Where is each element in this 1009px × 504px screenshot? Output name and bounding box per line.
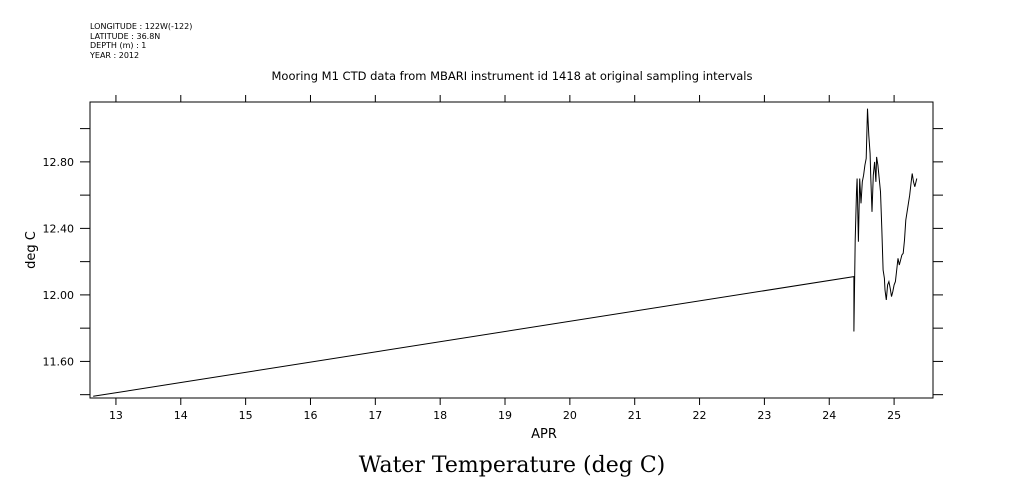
x-tick-label: 18 — [433, 409, 447, 422]
longitude-label: LONGITUDE : 122W(-122) — [90, 22, 193, 31]
figure-title: Water Temperature (deg C) — [358, 453, 666, 478]
y-tick-label: 12.00 — [43, 289, 75, 302]
temperature-series-line — [93, 108, 918, 397]
x-tick-label: 19 — [498, 409, 512, 422]
x-axis-label: APR — [531, 427, 557, 442]
y-tick-label: 11.60 — [43, 355, 75, 368]
metadata-block: LONGITUDE : 122W(-122) LATITUDE : 36.8N … — [90, 22, 192, 60]
latitude-label: LATITUDE : 36.8N — [90, 31, 161, 41]
depth-label: DEPTH (m) : 1 — [90, 41, 147, 50]
year-label: YEAR : 2012 — [90, 50, 140, 60]
x-axis-ticks: 13 14 15 16 17 18 19 20 21 22 23 24 25 — [109, 95, 901, 422]
x-tick-label: 13 — [109, 409, 123, 422]
x-tick-label: 25 — [887, 409, 901, 422]
x-tick-label: 23 — [757, 409, 771, 422]
plot-frame — [89, 101, 934, 399]
y-tick-label: 12.40 — [43, 222, 75, 235]
y-tick-label: 12.80 — [43, 156, 75, 169]
x-tick-label: 24 — [822, 409, 836, 422]
y-axis-label: deg C — [24, 231, 39, 269]
x-tick-label: 17 — [368, 409, 382, 422]
y-axis-ticks: 11.60 12.00 12.40 12.80 — [43, 128, 943, 396]
x-tick-label: 22 — [693, 409, 707, 422]
x-tick-label: 20 — [563, 409, 577, 422]
x-tick-label: 15 — [239, 409, 253, 422]
plot-title: Mooring M1 CTD data from MBARI instrumen… — [271, 69, 753, 83]
x-tick-label: 14 — [174, 409, 188, 422]
x-tick-label: 21 — [628, 409, 642, 422]
x-tick-label: 16 — [303, 409, 317, 422]
